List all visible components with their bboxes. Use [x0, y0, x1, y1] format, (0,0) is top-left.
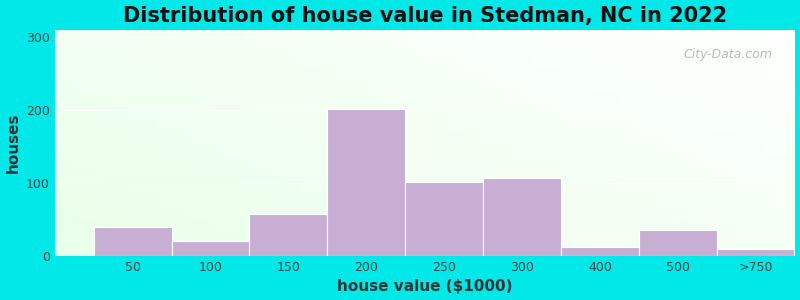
Bar	[94, 227, 172, 256]
Bar	[250, 214, 327, 256]
Text: City-Data.com: City-Data.com	[683, 48, 772, 61]
Bar	[717, 249, 794, 256]
Bar	[172, 242, 250, 256]
Bar	[638, 230, 717, 256]
Bar	[483, 178, 561, 256]
Bar	[561, 247, 638, 256]
Bar	[327, 109, 405, 256]
X-axis label: house value ($1000): house value ($1000)	[337, 279, 512, 294]
Y-axis label: houses: houses	[6, 113, 21, 173]
Title: Distribution of house value in Stedman, NC in 2022: Distribution of house value in Stedman, …	[122, 6, 726, 26]
Bar	[405, 182, 483, 256]
